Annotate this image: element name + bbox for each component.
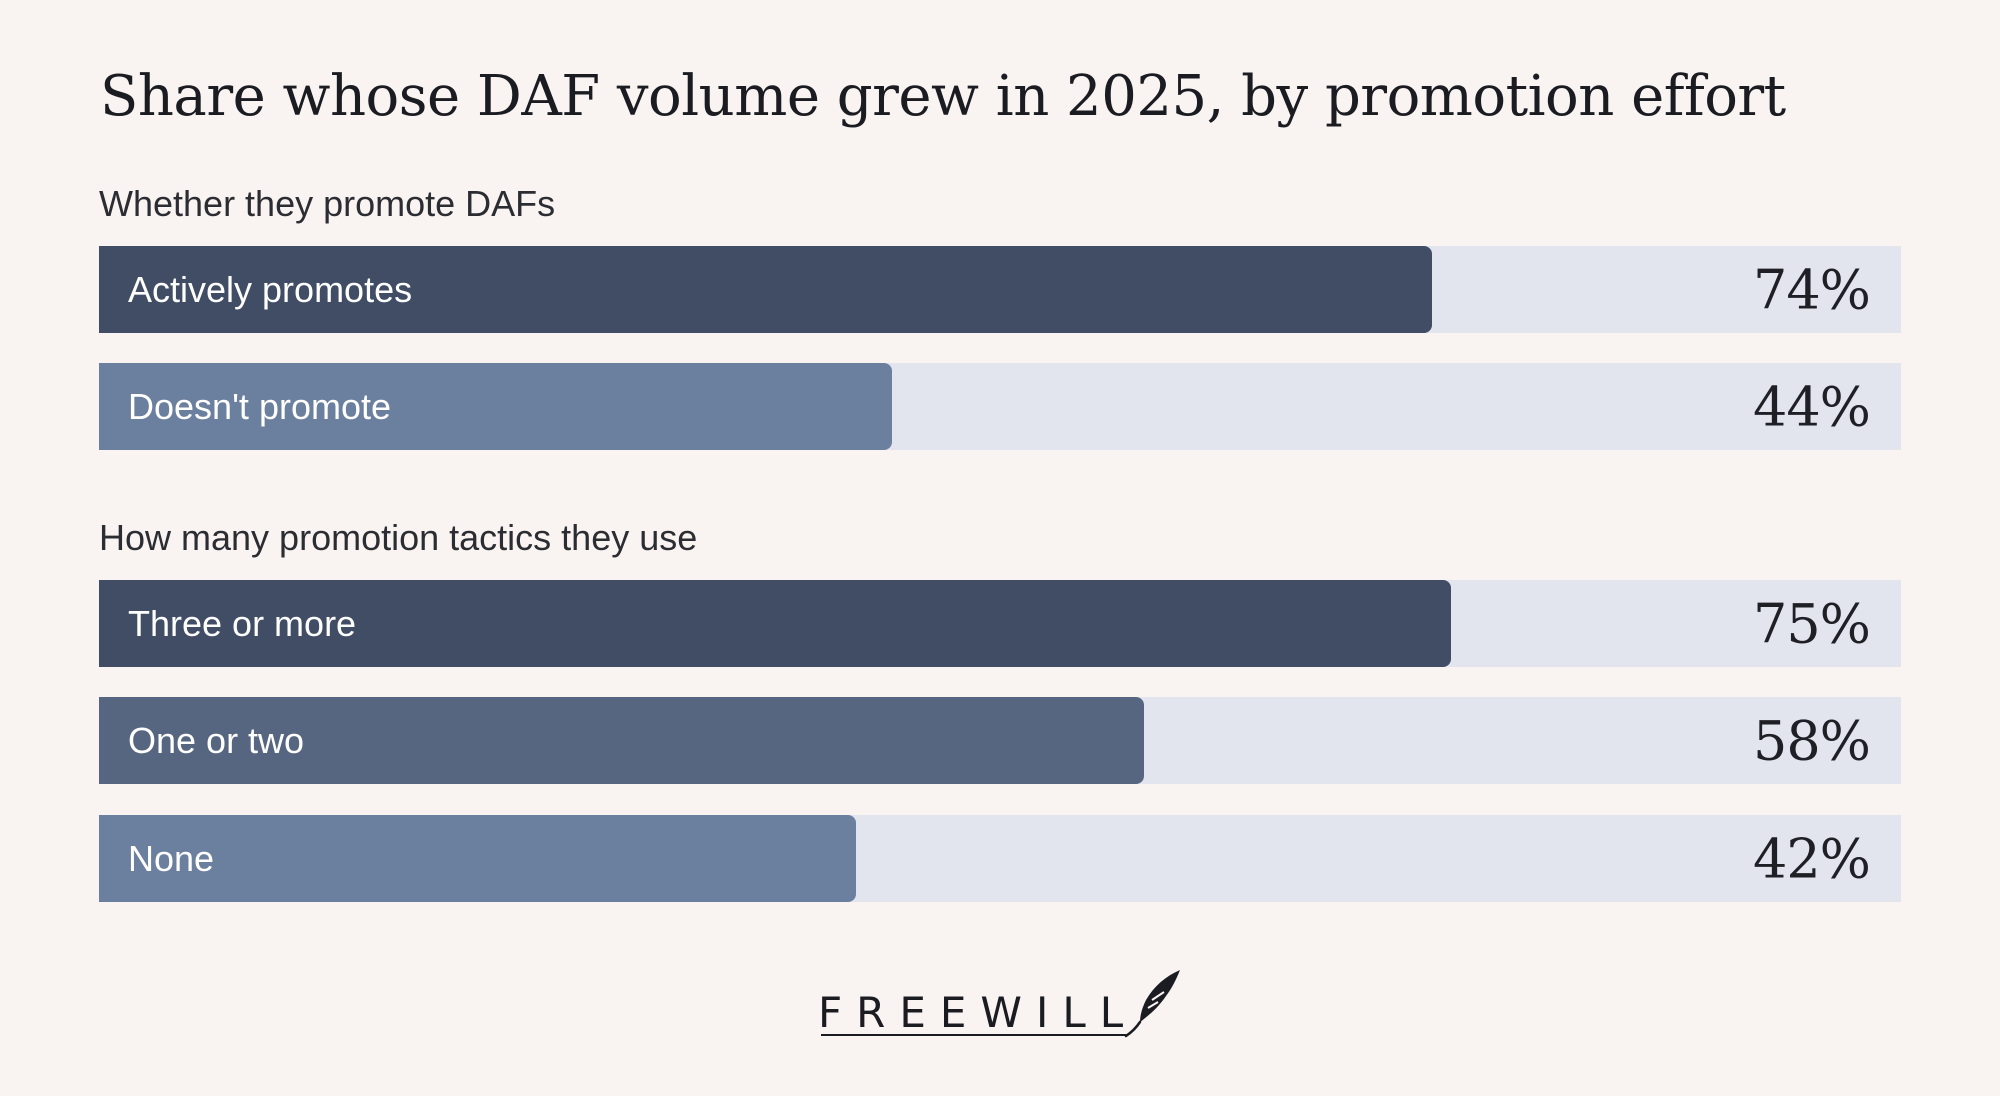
bar-actively-promotes: [99, 246, 1433, 333]
bar-track: Three or more 75%: [99, 580, 1901, 667]
bar-label: Three or more: [128, 602, 357, 644]
chart-title: Share whose DAF volume grew in 2025, by …: [100, 64, 1786, 129]
bar-label: Actively promotes: [128, 268, 413, 310]
bar-none: [99, 815, 856, 902]
value-label: 42%: [1752, 827, 1871, 890]
bar-one-or-two: [99, 697, 1145, 784]
bar-track: Actively promotes 74%: [99, 246, 1901, 333]
freewill-logo: FREEWILL: [818, 968, 1190, 1038]
value-label: 44%: [1752, 375, 1871, 438]
logo-wordmark: FREEWILL: [818, 988, 1138, 1037]
bar-label: Doesn't promote: [128, 385, 392, 427]
value-label: 75%: [1752, 592, 1871, 655]
bar-track: One or two 58%: [99, 697, 1901, 784]
value-label: 58%: [1752, 709, 1871, 772]
bar-track: None 42%: [99, 815, 1901, 902]
value-label: 74%: [1752, 258, 1871, 321]
bar-doesnt-promote: [99, 363, 892, 450]
group-label-promote: Whether they promote DAFs: [99, 183, 556, 224]
bar-track: Doesn't promote 44%: [99, 363, 1901, 450]
logo-underline: [821, 1034, 1127, 1036]
quill-icon: [1124, 970, 1180, 1038]
bar-three-or-more: [99, 580, 1451, 667]
bar-label: One or two: [128, 719, 305, 761]
group-label-tactics: How many promotion tactics they use: [99, 517, 698, 558]
bar-label: None: [128, 837, 215, 879]
